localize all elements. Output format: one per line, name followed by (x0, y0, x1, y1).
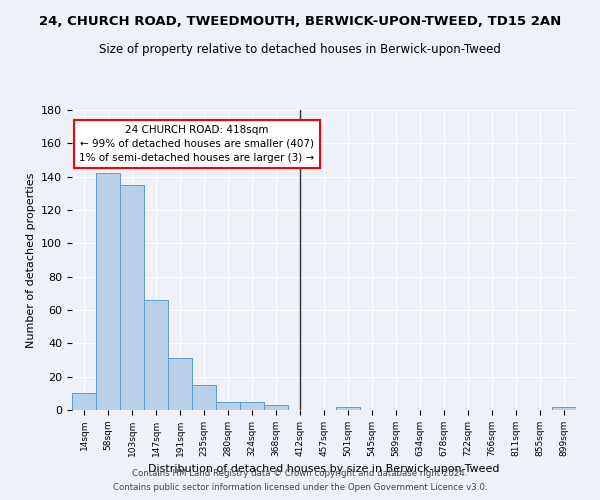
X-axis label: Distribution of detached houses by size in Berwick-upon-Tweed: Distribution of detached houses by size … (148, 464, 500, 474)
Bar (216, 402, 240, 410)
Bar (120, 185, 144, 410)
Bar (552, 406, 576, 410)
Text: Contains HM Land Registry data © Crown copyright and database right 2024.: Contains HM Land Registry data © Crown c… (132, 468, 468, 477)
Bar (168, 358, 192, 410)
Bar (96, 174, 120, 410)
Y-axis label: Number of detached properties: Number of detached properties (26, 172, 35, 348)
Text: 24 CHURCH ROAD: 418sqm
← 99% of detached houses are smaller (407)
1% of semi-det: 24 CHURCH ROAD: 418sqm ← 99% of detached… (79, 125, 314, 163)
Bar (264, 405, 288, 410)
Bar (192, 385, 216, 410)
Bar (240, 402, 264, 410)
Bar (144, 300, 168, 410)
Text: Contains public sector information licensed under the Open Government Licence v3: Contains public sector information licen… (113, 484, 487, 492)
Bar (336, 406, 360, 410)
Bar (72, 394, 96, 410)
Text: 24, CHURCH ROAD, TWEEDMOUTH, BERWICK-UPON-TWEED, TD15 2AN: 24, CHURCH ROAD, TWEEDMOUTH, BERWICK-UPO… (39, 15, 561, 28)
Text: Size of property relative to detached houses in Berwick-upon-Tweed: Size of property relative to detached ho… (99, 42, 501, 56)
